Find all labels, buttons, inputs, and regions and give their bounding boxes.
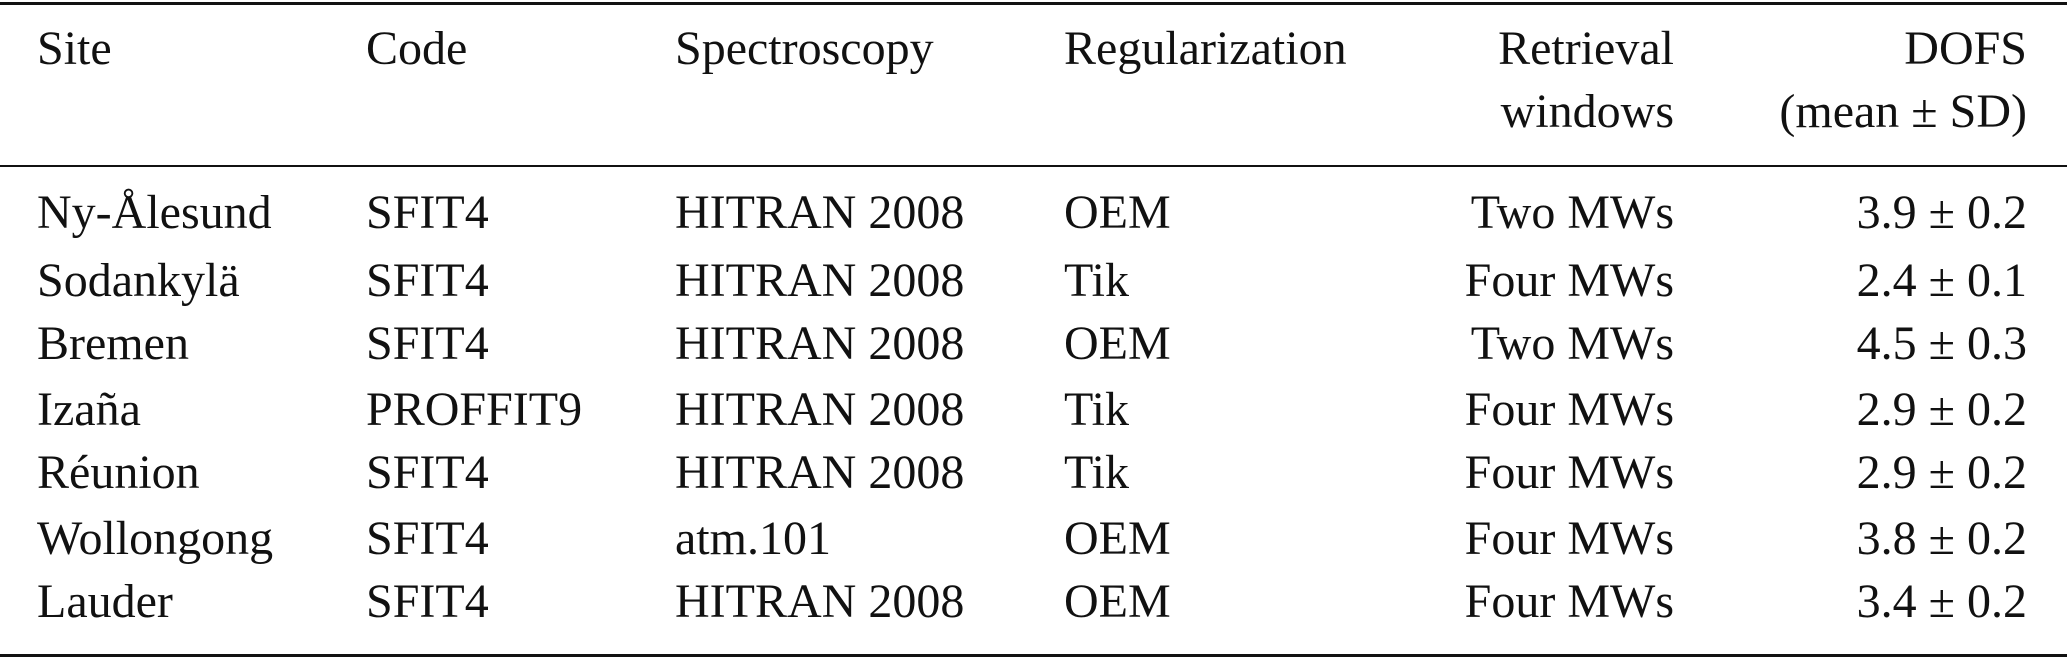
table-cell: Izaña — [37, 383, 141, 436]
header-cell: DOFS — [1904, 22, 2027, 75]
header-cell: (mean ± SD) — [1779, 85, 2027, 138]
table-cell: Two MWs — [1470, 317, 1674, 370]
table-cell: Two MWs — [1470, 186, 1674, 239]
table-cell: OEM — [1064, 575, 1171, 628]
header-cell: Code — [366, 22, 468, 75]
table-cell: Tik — [1064, 446, 1129, 499]
table-cell: HITRAN 2008 — [675, 317, 965, 370]
table-cell: Tik — [1064, 383, 1129, 436]
table-cell: Four MWs — [1464, 383, 1674, 436]
table-cell: SFIT4 — [366, 512, 489, 565]
header-cell: Site — [37, 22, 112, 75]
header-cell: Regularization — [1064, 22, 1347, 75]
table-cell: SFIT4 — [366, 317, 489, 370]
table-cell: HITRAN 2008 — [675, 446, 965, 499]
header-cell: Spectroscopy — [675, 22, 934, 75]
table-cell: 3.8 ± 0.2 — [1856, 512, 2027, 565]
table-cell: HITRAN 2008 — [675, 186, 965, 239]
table-cell: 4.5 ± 0.3 — [1856, 317, 2027, 370]
table-cell: SFIT4 — [366, 446, 489, 499]
top-rule — [0, 2, 2067, 5]
table-cell: Four MWs — [1464, 575, 1674, 628]
table-cell: HITRAN 2008 — [675, 575, 965, 628]
table-cell: Wollongong — [37, 512, 274, 565]
table-cell: HITRAN 2008 — [675, 254, 965, 307]
table-cell: OEM — [1064, 186, 1171, 239]
header-cell: windows — [1500, 85, 1674, 138]
table-cell: Réunion — [37, 446, 200, 499]
table-cell: Ny-Ålesund — [37, 186, 272, 239]
table-cell: Sodankylä — [37, 254, 240, 307]
header-rule — [0, 165, 2067, 167]
table-cell: Tik — [1064, 254, 1129, 307]
table-cell: HITRAN 2008 — [675, 383, 965, 436]
table-cell: PROFFIT9 — [366, 383, 583, 436]
table-cell: Four MWs — [1464, 512, 1674, 565]
table-cell: SFIT4 — [366, 575, 489, 628]
table-cell: Bremen — [37, 317, 189, 370]
table-cell: atm.101 — [675, 512, 831, 565]
bottom-rule — [0, 654, 2067, 657]
table-cell: 3.4 ± 0.2 — [1856, 575, 2027, 628]
table-cell: 2.9 ± 0.2 — [1856, 446, 2027, 499]
table-cell: SFIT4 — [366, 254, 489, 307]
table-cell: 3.9 ± 0.2 — [1856, 186, 2027, 239]
table-cell: OEM — [1064, 512, 1171, 565]
table-cell: SFIT4 — [366, 186, 489, 239]
table-cell: Four MWs — [1464, 254, 1674, 307]
table-cell: 2.9 ± 0.2 — [1856, 383, 2027, 436]
header-cell: Retrieval — [1498, 22, 1674, 75]
table-cell: 2.4 ± 0.1 — [1856, 254, 2027, 307]
table-cell: Four MWs — [1464, 446, 1674, 499]
table-cell: OEM — [1064, 317, 1171, 370]
table-cell: Lauder — [37, 575, 173, 628]
